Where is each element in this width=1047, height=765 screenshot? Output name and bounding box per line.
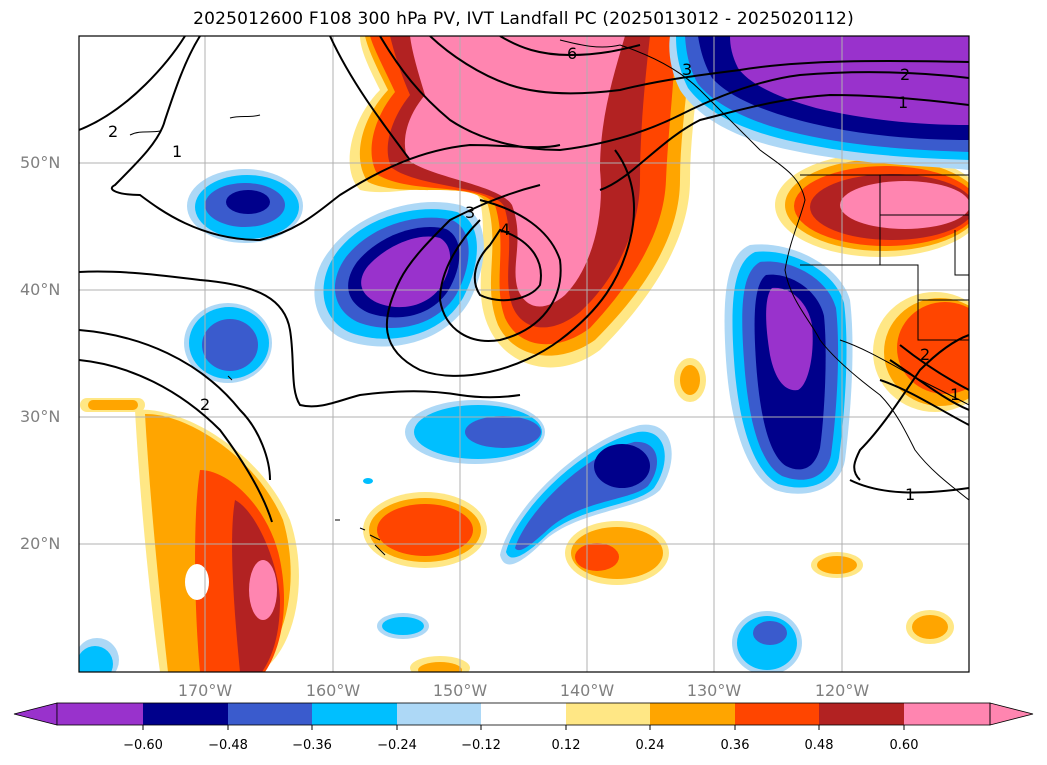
lon-tick-label: 160°W bbox=[305, 681, 361, 700]
colorbar-tick-label: 0.24 bbox=[635, 738, 665, 753]
contour-label: 6 bbox=[567, 44, 577, 63]
colorbar-tick-label: 0.12 bbox=[551, 738, 581, 753]
colorbar-extend-right bbox=[989, 702, 1034, 726]
colorbar-extend-left bbox=[13, 702, 58, 726]
coastlines bbox=[129, 39, 969, 556]
colorbar-tick-label: −0.60 bbox=[123, 738, 163, 753]
contour-label: 1 bbox=[905, 485, 915, 504]
contour-label-group: 6 3 2 1 2 1 3 4 2 1 2 1 bbox=[108, 44, 960, 504]
colorbar-tick-label: 0.60 bbox=[889, 738, 919, 753]
colorbar-tick-label: 0.36 bbox=[720, 738, 750, 753]
lat-tick-label: 40°N bbox=[20, 280, 61, 299]
map-frame bbox=[78, 35, 970, 673]
colorbar-tick-label: −0.48 bbox=[208, 738, 248, 753]
colorbar-tick-label: −0.24 bbox=[377, 738, 417, 753]
colorbar-tick-label: −0.36 bbox=[292, 738, 332, 753]
positive-anomaly-northwest-us bbox=[775, 153, 969, 257]
negative-anomaly-canada bbox=[669, 36, 969, 170]
contour-label: 1 bbox=[950, 385, 960, 404]
contour-label: 3 bbox=[465, 203, 475, 222]
colorbar-tick-label: 0.48 bbox=[804, 738, 834, 753]
colorbar-segment bbox=[819, 703, 904, 725]
colorbar-segment bbox=[143, 703, 228, 725]
map-area: 6 3 2 1 2 1 3 4 2 1 2 1 bbox=[79, 36, 969, 672]
colorbar-segment bbox=[566, 703, 650, 725]
contour-label: 2 bbox=[200, 395, 210, 414]
colorbar-segment bbox=[57, 703, 143, 725]
negative-anomaly-west-coast bbox=[724, 244, 853, 494]
colorbar-segment bbox=[481, 703, 566, 725]
lat-tick-label: 30°N bbox=[20, 407, 61, 426]
plot-title: 2025012600 F108 300 hPa PV, IVT Landfall… bbox=[193, 9, 854, 29]
contour-label: 1 bbox=[898, 93, 908, 112]
colorbar bbox=[13, 702, 1034, 730]
lon-tick-label: 140°W bbox=[559, 681, 615, 700]
contour-label: 2 bbox=[920, 345, 930, 364]
contour-label: 1 bbox=[172, 142, 182, 161]
colorbar-segment bbox=[904, 703, 990, 725]
contour-label: 3 bbox=[682, 60, 692, 79]
lon-tick-label: 170°W bbox=[177, 681, 233, 700]
map-gridlines bbox=[79, 36, 969, 672]
lon-tick-label: 120°W bbox=[814, 681, 870, 700]
colorbar-segment bbox=[312, 703, 397, 725]
lon-tick-label: 130°W bbox=[686, 681, 742, 700]
lat-tick-label: 20°N bbox=[20, 534, 61, 553]
positive-anomaly-small-blobs bbox=[80, 358, 954, 672]
contour-label: 4 bbox=[500, 220, 510, 239]
positive-anomaly-southwest-us bbox=[873, 292, 969, 412]
lat-tick-label: 50°N bbox=[20, 153, 61, 172]
lon-tick-label: 150°W bbox=[432, 681, 488, 700]
contour-label: 2 bbox=[900, 65, 910, 84]
colorbar-segment bbox=[397, 703, 481, 725]
colorbar-frame bbox=[56, 702, 991, 726]
colorbar-segment bbox=[650, 703, 735, 725]
negative-anomaly-central-pacific bbox=[314, 202, 484, 347]
contour-lines bbox=[79, 36, 969, 523]
contour-label: 2 bbox=[108, 122, 118, 141]
colorbar-tick-label: −0.12 bbox=[461, 738, 501, 753]
positive-anomaly-gulf bbox=[349, 36, 700, 368]
colorbar-segment bbox=[735, 703, 819, 725]
negative-anomaly-small-blobs bbox=[79, 169, 802, 672]
colorbar-segment bbox=[228, 703, 312, 725]
